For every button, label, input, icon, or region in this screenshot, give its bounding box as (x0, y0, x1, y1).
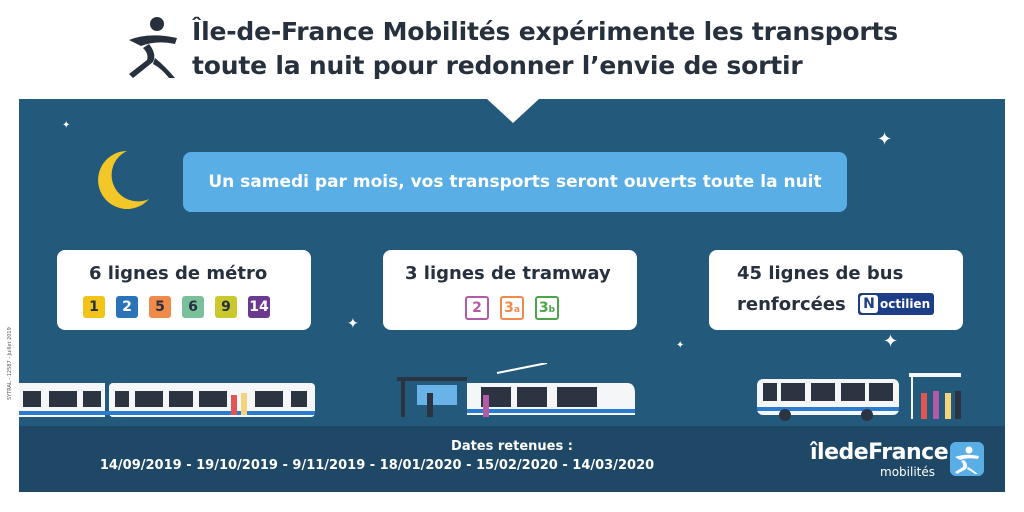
noctilien-logo: N octilien (858, 293, 934, 315)
noctilien-n-icon: N (860, 295, 878, 313)
tram-card: 3 lignes de tramway 2 3a 3b (383, 250, 637, 330)
metro-line-badge: 1 (83, 296, 105, 318)
metro-train-illustration (19, 383, 315, 417)
brand-name: îledeFrance (810, 440, 949, 465)
header-notch (487, 99, 539, 123)
saturday-banner: Un samedi par mois, vos transports seron… (183, 152, 847, 212)
tram-line-badge: 3b (535, 296, 559, 320)
noctilien-label: octilien (880, 297, 931, 311)
tram-title: 3 lignes de tramway (405, 263, 611, 284)
tramway-illustration (397, 363, 635, 417)
brand-person-icon (950, 442, 984, 476)
metro-line-badge: 14 (248, 296, 270, 318)
bus-illustration (757, 373, 961, 421)
metro-card: 6 lignes de métro 1 2 5 6 9 14 (57, 250, 311, 330)
star-icon: ✦ (883, 331, 899, 352)
metro-line-badge: 6 (182, 296, 204, 318)
idfm-person-icon (129, 17, 177, 78)
brand-sub: mobilités (880, 465, 935, 479)
star-icon: ✦ (347, 316, 359, 332)
metro-line-badge: 5 (149, 296, 171, 318)
credit-text: SYTRAL - 12587 - Juillet 2019 (7, 327, 13, 400)
moon-icon (98, 151, 149, 209)
star-icon: ✦ (676, 340, 685, 351)
footer: Dates retenues : 14/09/2019 - 19/10/2019… (19, 426, 1005, 492)
idfm-brand-logo: îledeFrance mobilités (810, 440, 995, 480)
tram-line-badge: 3a (500, 296, 524, 320)
star-icon: ✦ (62, 120, 71, 131)
dates-label: Dates retenues : (451, 439, 573, 454)
dates-list: 14/09/2019 - 19/10/2019 - 9/11/2019 - 18… (99, 458, 655, 473)
bus-title-line-1: 45 lignes de bus (737, 263, 904, 284)
star-icon: ✦ (877, 129, 893, 150)
tram-line-badge: 2 (465, 296, 489, 320)
metro-line-badge: 2 (116, 296, 138, 318)
header: Île-de-France Mobilités expérimente les … (0, 0, 1024, 100)
page-title-line-1: Île-de-France Mobilités expérimente les … (192, 17, 898, 46)
bus-card: 45 lignes de bus renforcées N octilien (709, 250, 963, 330)
metro-line-badge: 9 (215, 296, 237, 318)
page-title-line-2: toute la nuit pour redonner l’envie de s… (192, 51, 803, 80)
metro-title: 6 lignes de métro (89, 263, 268, 284)
bus-title-line-2: renforcées (737, 294, 846, 315)
